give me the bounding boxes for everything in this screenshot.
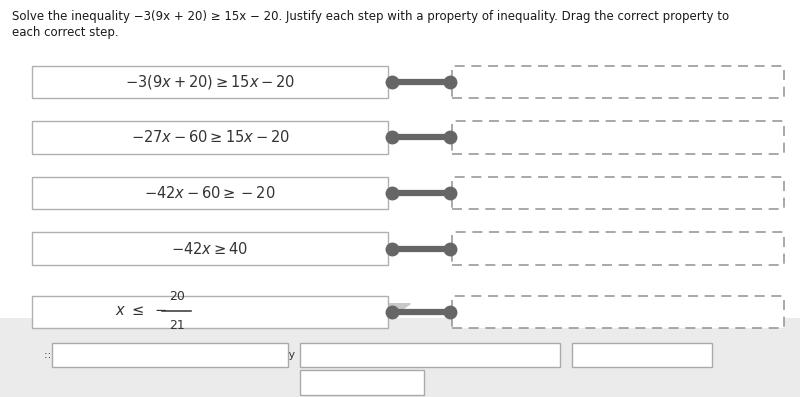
Bar (32, 177, 388, 209)
Bar (300, 370, 424, 395)
Bar (32, 296, 388, 328)
Bar (452, 66, 784, 98)
Text: :: Given Inequality: :: Given Inequality (592, 350, 692, 360)
Text: 20: 20 (169, 290, 185, 303)
Text: $-3(9x + 20) \geq 15x - 20$: $-3(9x + 20) \geq 15x - 20$ (125, 73, 295, 91)
Text: $x\ \leq\ -$: $x\ \leq\ -$ (115, 303, 167, 318)
Text: $-42x - 60 \geq -20$: $-42x - 60 \geq -20$ (144, 185, 276, 201)
Text: 21: 21 (169, 319, 185, 332)
Text: each correct step.: each correct step. (12, 26, 118, 39)
Bar (32, 66, 388, 98)
Text: $-42x \geq 40$: $-42x \geq 40$ (171, 241, 249, 256)
Bar (0, 318, 800, 397)
Bar (452, 232, 784, 265)
Bar (452, 296, 784, 328)
Bar (572, 343, 712, 367)
Bar (52, 343, 288, 367)
Text: $-27x - 60 \geq 15x - 20$: $-27x - 60 \geq 15x - 20$ (130, 129, 290, 145)
Polygon shape (382, 304, 410, 314)
Bar (32, 232, 388, 265)
Text: Solve the inequality −3(9x + 20) ≥ 15x − 20. Justify each step with a property o: Solve the inequality −3(9x + 20) ≥ 15x −… (12, 10, 729, 23)
Bar (32, 121, 388, 154)
Bar (300, 343, 560, 367)
Bar (452, 177, 784, 209)
Text: :: Distributive Property: :: Distributive Property (300, 378, 424, 388)
Text: :: Addition / Subtraction Property of Inequality: :: Addition / Subtraction Property of In… (45, 350, 295, 360)
Bar (452, 121, 784, 154)
Text: :: Multiplication / Division Property of Inequality: :: Multiplication / Division Property of… (301, 350, 559, 360)
